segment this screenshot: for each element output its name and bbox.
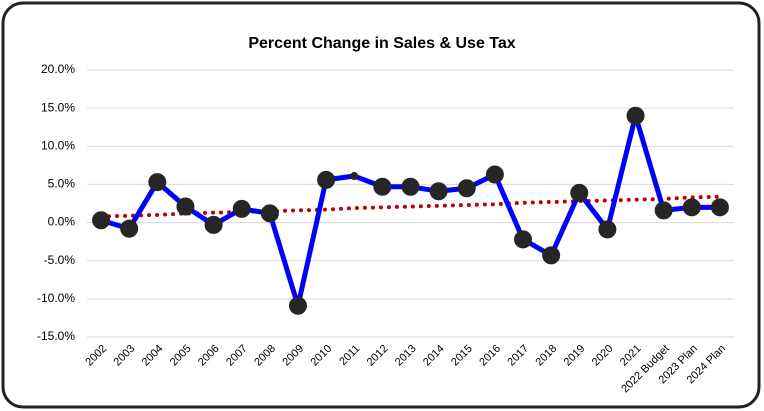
data-marker xyxy=(485,165,504,184)
trend-line xyxy=(99,194,722,219)
data-marker xyxy=(542,246,561,265)
data-marker xyxy=(654,201,673,220)
data-marker xyxy=(92,211,111,230)
data-marker xyxy=(350,172,359,181)
y-tick-label: 5.0% xyxy=(48,177,76,191)
y-tick-label: 20.0% xyxy=(41,62,75,76)
data-marker xyxy=(204,215,223,234)
y-tick-label: 0.0% xyxy=(48,215,76,229)
data-marker xyxy=(429,182,448,201)
data-marker xyxy=(317,170,336,189)
data-marker xyxy=(148,173,167,192)
data-marker xyxy=(401,177,420,196)
data-marker xyxy=(710,198,729,217)
y-tick-label: -10.0% xyxy=(37,291,75,305)
data-marker xyxy=(120,219,139,238)
data-marker xyxy=(570,183,589,202)
data-marker xyxy=(232,199,251,218)
data-marker xyxy=(514,230,533,249)
y-tick-label: 10.0% xyxy=(41,138,75,152)
data-marker xyxy=(457,179,476,198)
y-tick-label: -15.0% xyxy=(37,329,75,343)
data-marker xyxy=(626,106,645,125)
data-marker xyxy=(176,197,195,216)
y-tick-label: 15.0% xyxy=(41,100,75,114)
data-marker xyxy=(260,204,279,223)
data-marker xyxy=(682,198,701,217)
data-marker xyxy=(598,220,617,239)
data-marker xyxy=(373,177,392,196)
chart-title: Percent Change in Sales & Use Tax xyxy=(248,35,515,52)
data-marker xyxy=(288,296,307,315)
y-tick-label: -5.0% xyxy=(44,253,76,267)
